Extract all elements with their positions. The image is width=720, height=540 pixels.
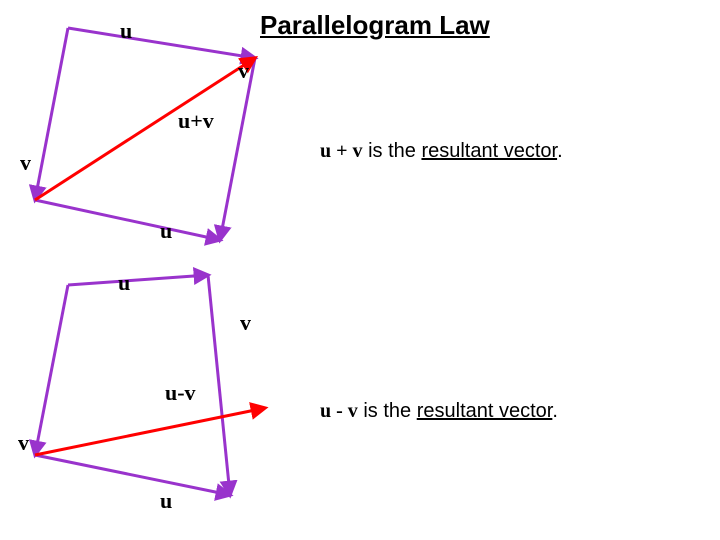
vector-label: u-v — [165, 380, 196, 406]
desc1-suffix: . — [557, 140, 563, 162]
vector-label: u+v — [178, 108, 214, 134]
vector-label: v — [240, 310, 251, 336]
desc1-mid: is the — [363, 140, 422, 162]
desc2-bold: u - v — [320, 400, 358, 422]
vector-label: v — [18, 430, 29, 456]
vector-label: u — [120, 18, 132, 44]
vector-label: u — [160, 218, 172, 244]
vector-label: v — [238, 58, 249, 84]
desc2-suffix: . — [552, 400, 558, 422]
desc2-mid: is the — [358, 400, 417, 422]
resultant-description-1: u + v is the resultant vector. — [320, 140, 563, 163]
resultant-description-2: u - v is the resultant vector. — [320, 400, 558, 423]
page-title: Parallelogram Law — [260, 10, 490, 41]
vector-label: v — [20, 150, 31, 176]
desc1-ul: resultant vector — [421, 140, 557, 162]
vector-label: u — [118, 270, 130, 296]
desc1-bold: u + v — [320, 140, 363, 162]
desc2-ul: resultant vector — [417, 400, 553, 422]
diagram-canvas — [0, 0, 720, 540]
vector-label: u — [160, 488, 172, 514]
